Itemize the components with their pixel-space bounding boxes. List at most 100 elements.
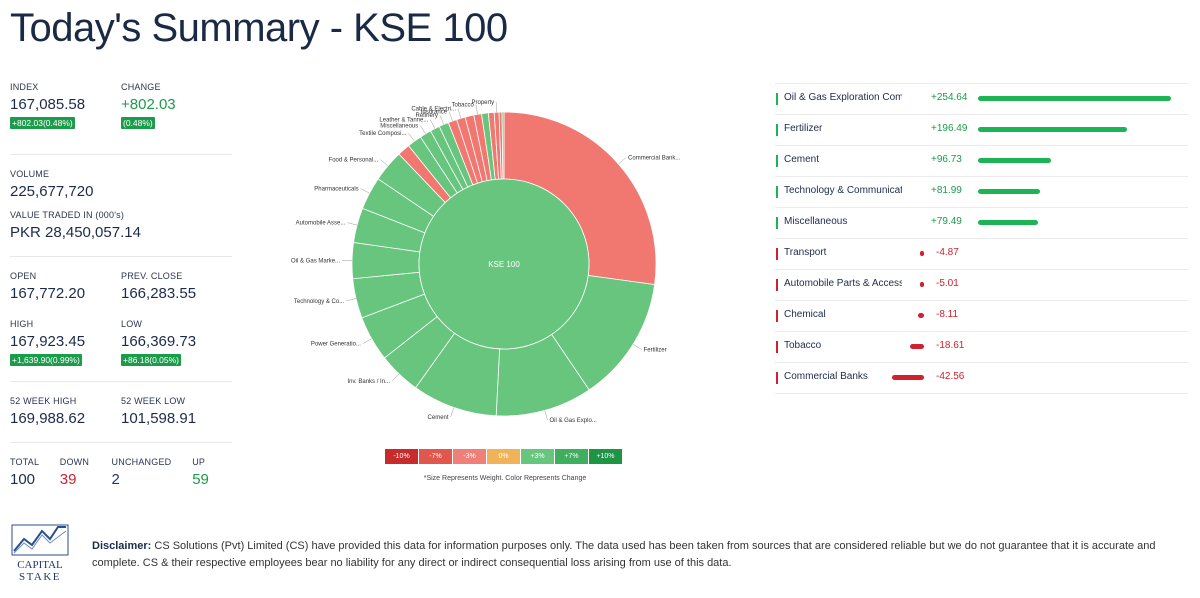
sector-bar	[891, 375, 924, 380]
logo-text-line1: CAPITAL	[17, 559, 63, 571]
stat-volume: VOLUME 225,677,720	[10, 154, 232, 201]
sector-name: Chemical	[784, 309, 826, 320]
slice-label-leader	[420, 125, 426, 134]
sector-row: Transport -4.87	[775, 238, 1188, 269]
stats-panel: INDEX 167,085.58 +802.03(0.48%) CHANGE +…	[10, 82, 232, 488]
sector-bar	[920, 251, 924, 256]
sector-name: Transport	[784, 247, 827, 258]
high-badge: +1,639.90(0.99%)	[10, 354, 82, 366]
sector-name: Tobacco	[784, 340, 822, 351]
sector-bar	[920, 282, 924, 287]
down-label: DOWN	[59, 457, 90, 467]
change-value: +802.03	[121, 96, 176, 113]
low-badge: +86.18(0.05%)	[121, 354, 181, 366]
sector-row: Automobile Parts & Accessories -5.01	[775, 269, 1188, 300]
sector-name: Oil & Gas Exploration Companies	[784, 92, 902, 103]
slice-label-leader	[457, 108, 462, 119]
stat-change: CHANGE +802.03 (0.48%)	[121, 82, 232, 154]
slice-label: Power Generatio...	[311, 342, 361, 348]
open-value: 167,772.20	[10, 285, 86, 302]
stat-index: INDEX 167,085.58 +802.03(0.48%)	[10, 82, 121, 154]
total-label: TOTAL	[10, 457, 40, 467]
sector-change: +81.99	[931, 185, 962, 196]
slice-label: Insurance	[421, 110, 448, 116]
slice-label-leader	[475, 104, 478, 115]
slice-label-leader	[448, 111, 453, 122]
sector-row: Commercial Banks -42.56	[775, 362, 1188, 394]
sector-marker	[776, 217, 778, 229]
sector-change: -4.87	[936, 247, 959, 258]
sector-name: Commercial Banks	[784, 371, 868, 382]
sector-performance-list: Oil & Gas Exploration Companies +254.64 Fe…	[775, 83, 1188, 394]
legend-note: *Size Represents Weight. Color Represent…	[423, 475, 587, 482]
change-label: CHANGE	[121, 82, 161, 92]
sector-sunburst-chart[interactable]: Commercial Bank... Fertilizer Oil & Gas Ex…	[280, 88, 740, 498]
legend-swatch: -7%	[419, 449, 452, 464]
legend-swatch: +10%	[589, 449, 622, 464]
sector-marker	[776, 124, 778, 136]
high-label: HIGH	[10, 319, 34, 329]
stat-open: OPEN 167,772.20	[10, 271, 121, 307]
prev-close-value: 166,283.55	[121, 285, 197, 302]
sector-change: +96.73	[931, 154, 962, 165]
sector-bar	[978, 158, 1052, 163]
open-label: OPEN	[10, 271, 37, 281]
sector-row: Cement +96.73	[775, 145, 1188, 176]
legend-swatch: -10%	[385, 449, 418, 464]
sector-row: Chemical -8.11	[775, 300, 1188, 331]
sector-marker	[776, 341, 778, 353]
slice-label: Textile Composi...	[359, 131, 407, 137]
low-value: 166,369.73	[121, 333, 197, 350]
sector-marker	[776, 279, 778, 291]
sector-bar	[978, 127, 1127, 132]
slice-label-leader	[544, 410, 548, 421]
slice-label: Property	[471, 100, 494, 106]
sector-change: +79.49	[931, 216, 962, 227]
total-value: 100	[10, 471, 36, 488]
sector-bar	[909, 344, 924, 349]
disclaimer-label: Disclaimer:	[92, 540, 152, 552]
slice-label: Leather & Tanne...	[379, 118, 428, 124]
disclaimer-text: CS Solutions (Pvt) Limited (CS) have pro…	[92, 540, 1156, 569]
center-label: KSE 100	[488, 260, 520, 269]
stat-up: UP 59	[192, 457, 232, 488]
volume-value: 225,677,720	[10, 183, 94, 200]
stat-low: LOW 166,369.73 +86.18(0.05%)	[121, 319, 232, 381]
sunburst-center[interactable]	[418, 178, 590, 350]
legend-swatch: +7%	[555, 449, 588, 464]
unchanged-label: UNCHANGED	[111, 457, 172, 467]
logo-text-line2: STAKE	[19, 571, 61, 583]
slice-label: Commercial Bank...	[628, 155, 681, 161]
slice-label-leader	[391, 373, 400, 382]
slice-label: Oil & Gas Explo...	[549, 418, 597, 424]
sector-bar	[978, 220, 1039, 225]
sector-row: Oil & Gas Exploration Companies +254.64	[775, 83, 1188, 114]
sector-change: -18.61	[936, 340, 965, 351]
slice-label: Tobacco	[452, 102, 475, 108]
legend-swatch: +3%	[521, 449, 554, 464]
sector-name: Fertilizer	[784, 123, 823, 134]
slice-label-leader	[360, 188, 370, 194]
slice-label: Refinery	[415, 113, 437, 119]
sector-marker	[776, 93, 778, 105]
value-traded-value: PKR 28,450,057.14	[10, 224, 141, 241]
slice-label: Inv. Banks / In...	[347, 379, 390, 385]
slice-label: Technology & Co...	[294, 299, 345, 305]
slice-label: Oil & Gas Marke...	[291, 258, 340, 264]
index-value: 167,085.58	[10, 96, 86, 113]
page-title: Today's Summary - KSE 100	[10, 6, 508, 50]
wk52-high-label: 52 WEEK HIGH	[10, 396, 77, 406]
sector-bar	[978, 96, 1171, 101]
high-value: 167,923.45	[10, 333, 86, 350]
slice-label-leader	[618, 157, 627, 165]
sector-row: Technology & Communication +81.99	[775, 176, 1188, 207]
wk52-low-value: 101,598.91	[121, 410, 197, 427]
sector-marker	[776, 186, 778, 198]
slice-label: Automobile Asse...	[296, 221, 346, 227]
sector-bar	[978, 189, 1041, 194]
stat-unchanged: UNCHANGED 2	[112, 457, 193, 488]
color-legend: -10% -7% -3% 0% +3% +7% +10%	[385, 449, 623, 464]
stat-52wk-high: 52 WEEK HIGH 169,988.62	[10, 396, 121, 442]
legend-swatch: -3%	[453, 449, 486, 464]
sector-row: Miscellaneous +79.49	[775, 207, 1188, 238]
